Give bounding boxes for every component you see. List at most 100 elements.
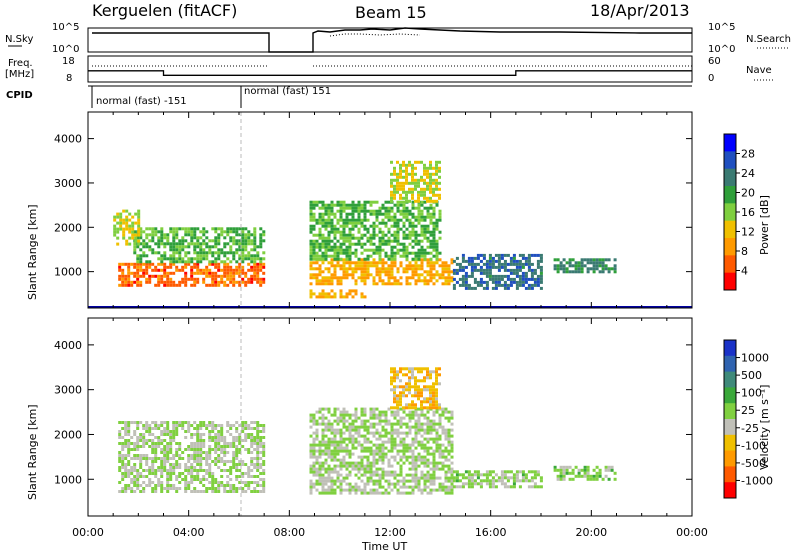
heatmap-cell (220, 484, 224, 487)
heatmap-cell (214, 242, 218, 246)
heatmap-cell (151, 236, 155, 240)
heatmap-cell (193, 460, 197, 463)
heatmap-cell (223, 254, 227, 258)
heatmap-cell (450, 488, 454, 492)
heatmap-cell (381, 248, 385, 252)
heatmap-cell (393, 385, 396, 389)
heatmap-cell (429, 397, 432, 401)
heatmap-cell (163, 242, 167, 246)
heatmap-cell (333, 267, 337, 271)
heatmap-cell (375, 233, 379, 237)
heatmap-cell (232, 424, 236, 427)
heatmap-cell (196, 239, 200, 243)
heatmap-cell (169, 451, 173, 454)
heatmap-cell (133, 262, 137, 266)
heatmap-cell (387, 227, 391, 231)
heatmap-cell (190, 283, 194, 287)
heatmap-cell (139, 472, 143, 475)
heatmap-cell (426, 199, 429, 203)
heatmap-cell (408, 160, 411, 164)
heatmap-cell (148, 472, 152, 475)
heatmap-cell (312, 431, 316, 435)
heatmap-cell (151, 227, 155, 231)
heatmap-cell (330, 443, 334, 447)
heatmap-cell (447, 434, 451, 438)
heatmap-cell (217, 274, 221, 278)
heatmap-cell (405, 254, 409, 258)
heatmap-cell (121, 448, 125, 451)
heatmap-cell (148, 277, 152, 281)
heatmap-cell (387, 212, 391, 216)
heatmap-cell (447, 458, 451, 462)
heatmap-cell (372, 416, 376, 420)
heatmap-cell (423, 218, 427, 222)
heatmap-cell (348, 218, 352, 222)
heatmap-cell (333, 215, 337, 219)
heatmap-cell (318, 416, 322, 420)
heatmap-cell (327, 292, 331, 296)
heatmap-cell (485, 280, 489, 284)
heatmap-cell (121, 271, 125, 275)
heatmap-cell (232, 277, 236, 281)
heatmap-cell (348, 434, 352, 438)
heatmap-cell (139, 436, 143, 439)
heatmap-cell (327, 470, 331, 474)
heatmap-cell (580, 474, 584, 478)
heatmap-cell (393, 422, 397, 426)
heatmap-cell (491, 485, 495, 489)
heatmap-cell (399, 200, 403, 204)
heatmap-cell (417, 407, 421, 411)
heatmap-cell (432, 437, 436, 441)
heatmap-cell (116, 236, 120, 240)
heatmap-cell (378, 236, 382, 240)
heatmap-cell (411, 491, 415, 495)
heatmap-cell (506, 476, 510, 480)
heatmap-cell (450, 482, 454, 486)
heatmap-cell (390, 422, 394, 426)
heatmap-cell (169, 230, 173, 234)
heatmap-cell (354, 282, 358, 286)
heatmap-cell (342, 206, 346, 210)
heatmap-cell (393, 178, 396, 182)
heatmap-cell (429, 452, 433, 456)
heatmap-cell (402, 245, 406, 249)
heatmap-cell (136, 457, 140, 460)
heatmap-cell (131, 224, 135, 228)
heatmap-cell (491, 256, 495, 260)
heatmap-cell (536, 253, 540, 257)
heatmap-cell (438, 273, 442, 277)
heatmap-cell (408, 221, 412, 225)
heatmap-cell (390, 488, 394, 492)
heatmap-cell (381, 455, 385, 459)
heatmap-cell (411, 181, 414, 185)
heatmap-cell (309, 485, 313, 489)
heatmap-cell (458, 277, 462, 281)
heatmap-cell (122, 233, 126, 237)
heatmap-cell (172, 454, 176, 457)
heatmap-cell (148, 484, 152, 487)
heatmap-cell (488, 265, 492, 269)
heatmap-cell (232, 490, 236, 493)
heatmap-cell (408, 209, 412, 213)
heatmap-cell (208, 251, 212, 255)
heatmap-cell (133, 280, 137, 284)
heatmap-cell (235, 469, 239, 472)
heatmap-cell (351, 270, 355, 274)
heatmap-cell (527, 259, 531, 263)
heatmap-cell (363, 434, 367, 438)
heatmap-cell (327, 464, 331, 468)
heatmap-cell (211, 260, 215, 264)
heatmap-cell (387, 215, 391, 219)
heatmap-cell (262, 481, 266, 484)
heatmap-cell (238, 233, 242, 237)
heatmap-cell (226, 268, 230, 272)
heatmap-cell (423, 461, 427, 465)
heatmap-cell (119, 224, 123, 228)
heatmap-cell (387, 273, 391, 277)
y-tick-label: 4000 (54, 339, 82, 352)
heatmap-cell (172, 463, 176, 466)
heatmap-cell (312, 254, 316, 258)
colorbar-tick-label: -1000 (741, 474, 773, 487)
heatmap-cell (244, 424, 248, 427)
heatmap-cell (181, 227, 185, 231)
